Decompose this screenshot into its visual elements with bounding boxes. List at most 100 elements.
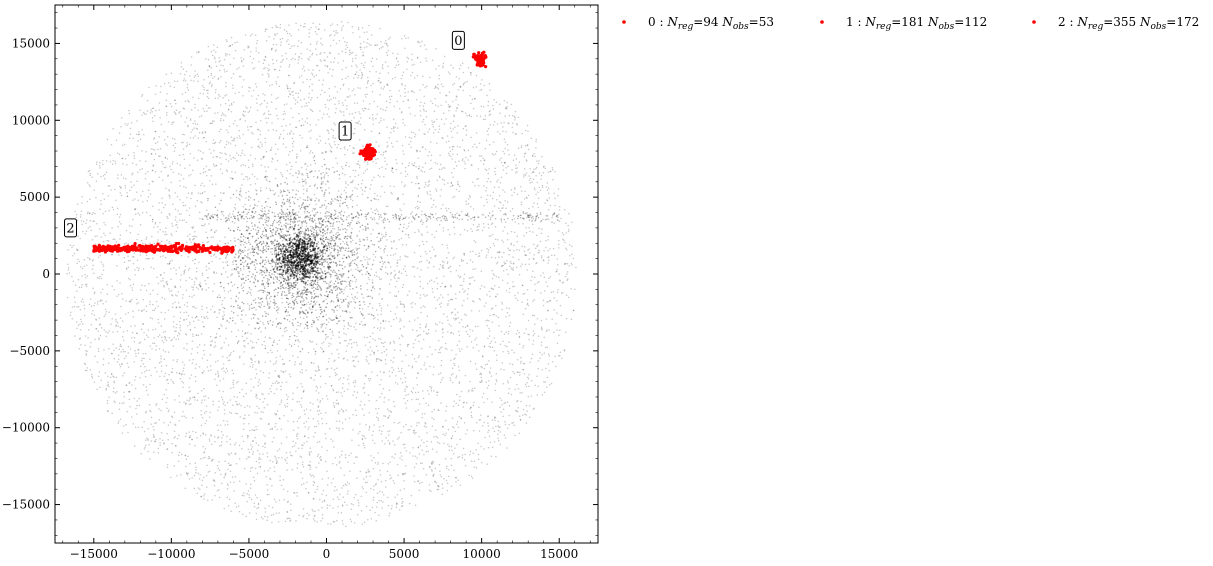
background-point (408, 320, 411, 323)
background-point (264, 248, 266, 251)
background-point (276, 269, 279, 272)
background-point (399, 452, 402, 454)
background-point (395, 216, 398, 219)
background-point (433, 236, 436, 238)
background-point (347, 327, 349, 330)
background-point (472, 208, 475, 210)
background-point (491, 269, 494, 272)
background-point (508, 341, 510, 344)
background-point (451, 367, 454, 370)
background-point (376, 358, 378, 360)
background-point (154, 153, 157, 155)
background-point (247, 159, 250, 161)
background-point (319, 293, 322, 296)
background-point (267, 212, 269, 215)
background-point (282, 189, 285, 191)
background-point (349, 262, 352, 265)
background-point (275, 168, 277, 171)
background-point (429, 217, 432, 220)
background-point (393, 276, 395, 278)
background-point (346, 243, 348, 245)
background-point (475, 85, 478, 88)
background-point (475, 368, 478, 370)
background-point (272, 242, 275, 244)
background-point (90, 323, 92, 326)
background-point (562, 233, 565, 236)
background-point (452, 67, 455, 69)
background-point (80, 300, 83, 303)
background-point (274, 68, 276, 71)
background-point (171, 371, 174, 374)
background-point (397, 60, 399, 63)
background-point (413, 252, 416, 254)
background-point (340, 280, 342, 283)
background-point (324, 460, 327, 463)
background-point (332, 462, 334, 465)
background-point (330, 231, 333, 234)
background-point (542, 304, 545, 307)
background-point (299, 99, 302, 101)
background-point (382, 88, 385, 90)
background-point (501, 303, 503, 305)
background-point (307, 428, 309, 430)
background-point (447, 293, 449, 296)
background-point (414, 391, 417, 394)
background-point (553, 213, 555, 215)
background-point (340, 196, 343, 199)
background-point (80, 320, 83, 323)
background-point (496, 251, 499, 254)
background-point (199, 488, 201, 490)
background-point (293, 202, 296, 205)
background-point (441, 282, 444, 285)
background-point (488, 327, 490, 330)
background-point (286, 212, 288, 215)
background-point (106, 284, 108, 286)
background-point (394, 253, 397, 255)
background-point (240, 250, 243, 253)
background-point (226, 216, 228, 219)
background-point (358, 222, 360, 224)
background-point (427, 181, 430, 183)
background-point (248, 208, 251, 211)
background-point (104, 372, 107, 374)
background-point (271, 58, 274, 61)
background-point (421, 170, 423, 173)
background-point (461, 159, 464, 161)
background-point (270, 259, 273, 262)
background-point (87, 336, 89, 339)
background-point (155, 349, 157, 351)
background-point (499, 406, 501, 409)
background-point (310, 129, 312, 132)
background-point (401, 38, 403, 40)
background-point (278, 448, 281, 450)
background-point (243, 49, 246, 51)
background-point (151, 218, 154, 221)
background-point (479, 418, 482, 421)
background-point (411, 215, 414, 218)
background-point (331, 332, 334, 334)
background-point (354, 365, 356, 368)
background-point (265, 274, 267, 277)
background-point (456, 420, 459, 423)
background-point (271, 265, 274, 268)
background-point (358, 214, 360, 216)
background-point (233, 139, 235, 142)
background-point (337, 356, 340, 359)
background-point (145, 386, 148, 388)
background-point (532, 178, 535, 180)
background-point (317, 420, 319, 422)
background-point (319, 231, 322, 233)
background-point (147, 394, 149, 396)
background-point (339, 306, 341, 309)
background-point (145, 254, 148, 256)
background-point (322, 489, 325, 492)
background-point (353, 326, 355, 328)
background-point (236, 286, 239, 289)
background-point (367, 263, 369, 265)
background-point (280, 388, 282, 391)
background-point (508, 414, 510, 417)
background-point (199, 474, 201, 476)
background-point (335, 402, 338, 405)
background-point (219, 257, 221, 260)
background-point (346, 493, 349, 495)
